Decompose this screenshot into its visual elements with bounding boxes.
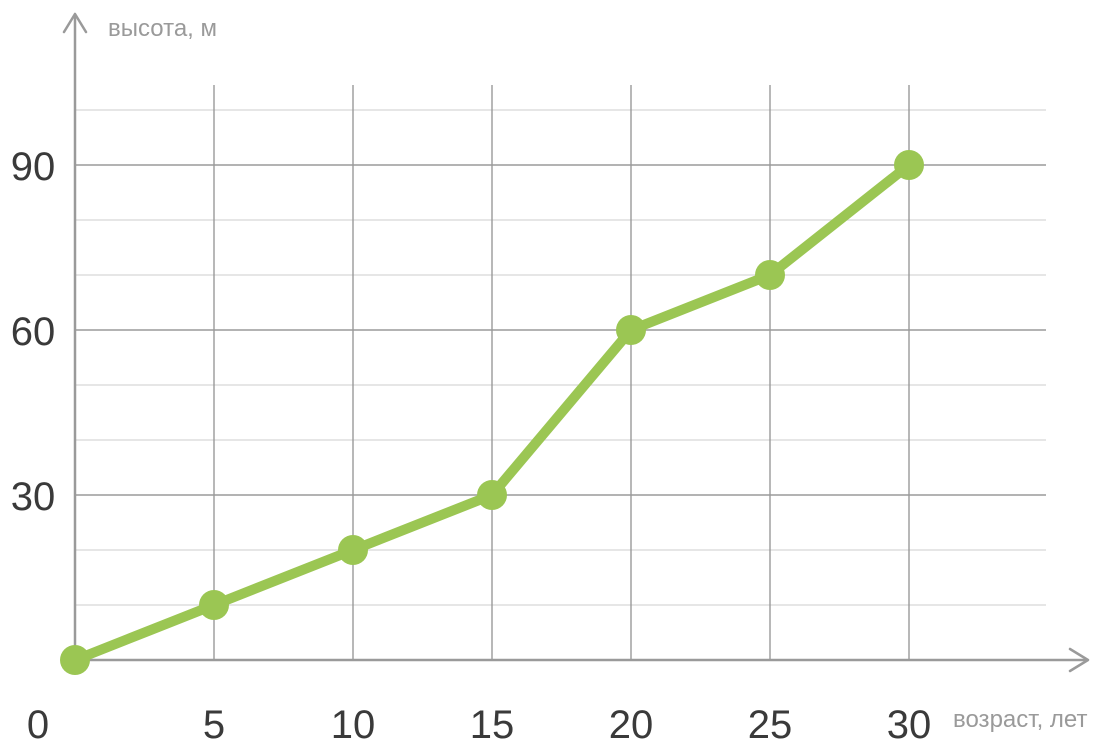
data-point [755,260,785,290]
y-tick-label: 90 [11,145,56,189]
data-point [338,535,368,565]
x-tick-label: 0 [27,703,49,745]
x-axis-arrow-icon [1068,647,1090,673]
data-point [894,150,924,180]
y-axis-title: высота, м [108,15,217,42]
tick-labels: 0 5 10 15 20 25 30 30 60 90 [11,145,932,745]
x-tick-label: 15 [470,703,515,745]
x-tick-label: 10 [331,703,376,745]
y-tick-label: 60 [11,310,56,354]
data-point [199,590,229,620]
x-tick-label: 30 [887,703,932,745]
y-tick-label: 30 [11,475,56,519]
x-tick-label: 20 [609,703,654,745]
x-axis-title: возраст, лет [953,706,1087,733]
data-point [60,645,90,675]
series [60,150,924,675]
axes [62,12,1090,673]
grid [75,85,1046,660]
data-point [616,315,646,345]
y-axis-arrow-icon [62,12,88,34]
x-tick-label: 5 [203,703,225,745]
x-tick-label: 25 [748,703,793,745]
data-point [477,480,507,510]
